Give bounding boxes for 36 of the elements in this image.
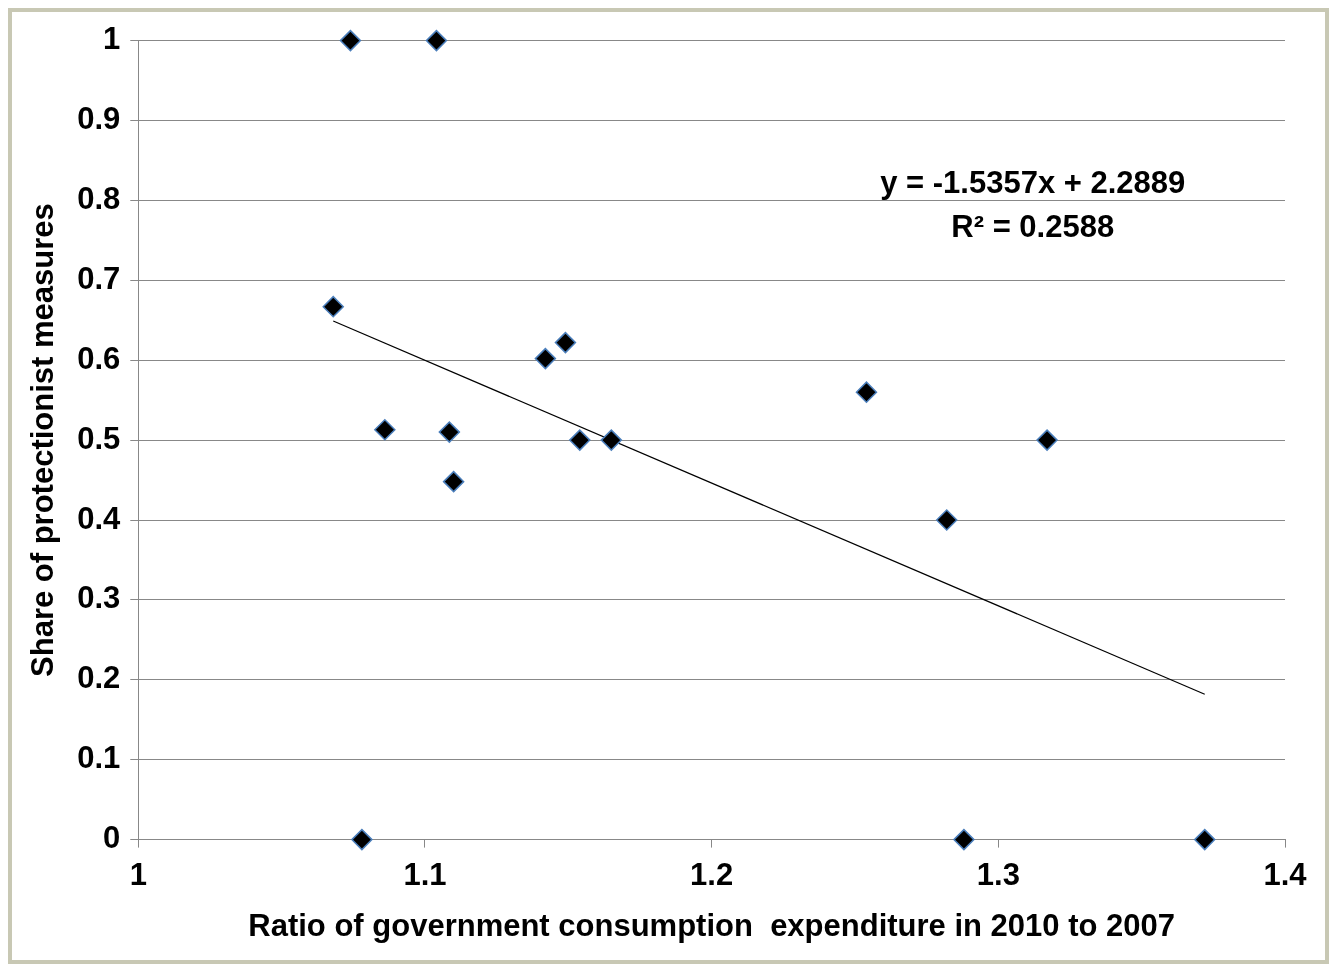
point <box>935 509 958 531</box>
point <box>339 29 362 52</box>
point <box>442 470 465 493</box>
point <box>374 418 396 441</box>
y-tick-label: 0.8 <box>77 180 121 216</box>
y-tick-label: 0.2 <box>77 660 121 696</box>
point <box>1193 828 1216 851</box>
point <box>554 331 577 354</box>
point <box>953 828 975 851</box>
x-tick-label: 1.3 <box>976 856 1020 892</box>
x-tick-label: 1.1 <box>403 856 447 892</box>
y-tick-label: 0 <box>103 820 121 856</box>
point <box>351 828 373 851</box>
y-axis-title: Share of protectionist measures <box>25 203 61 677</box>
annotation: R² = 0.2588 <box>951 208 1115 244</box>
point <box>322 295 344 318</box>
point <box>569 429 591 451</box>
x-axis-title: Ratio of government consumption expenditure in 2010 to 2007 <box>248 907 1176 943</box>
y-tick-label: 0.9 <box>77 101 121 137</box>
point <box>600 429 623 451</box>
point <box>1036 429 1058 451</box>
y-tick-label: 0.5 <box>77 420 121 456</box>
x-tick-label: 1.2 <box>690 856 734 892</box>
x-tick-label: 1.4 <box>1263 856 1308 892</box>
y-tick-label: 0.1 <box>77 740 121 776</box>
point <box>438 421 461 443</box>
x-tick-label: 1 <box>129 856 147 892</box>
y-tick-label: 0.7 <box>77 260 121 296</box>
y-tick-label: 0.6 <box>77 340 121 376</box>
point <box>855 381 878 403</box>
annotation: y = -1.5357x + 2.2889 <box>880 164 1186 200</box>
point <box>534 347 557 370</box>
point <box>425 29 448 52</box>
y-tick-label: 0.4 <box>77 500 122 536</box>
y-tick-label: 0.3 <box>77 580 121 616</box>
y-tick-label: 1 <box>103 21 121 57</box>
